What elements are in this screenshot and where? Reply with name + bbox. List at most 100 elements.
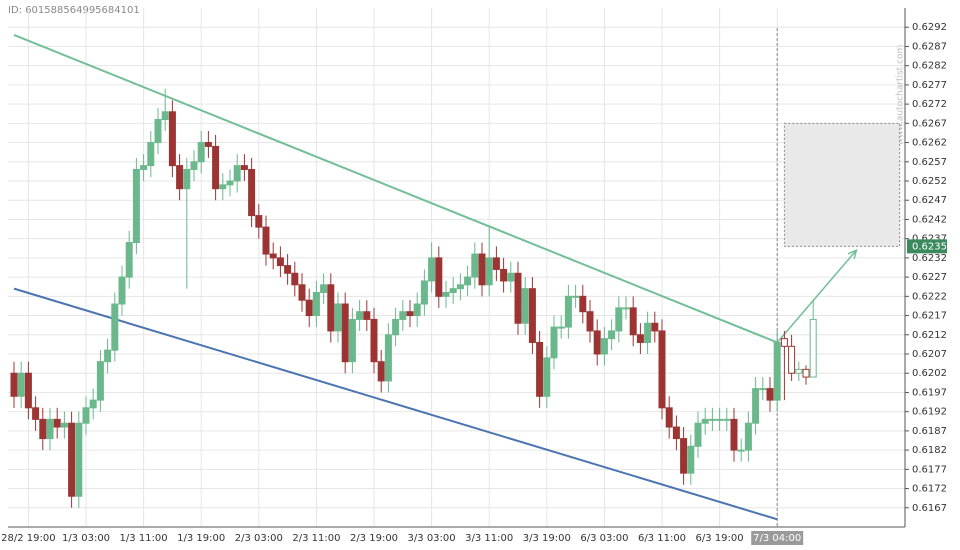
y-tick-label: 0.6267: [912, 118, 947, 129]
x-tick-label: 7/3 04:00: [753, 533, 801, 544]
candle-body: [384, 334, 392, 382]
candle-body: [536, 341, 544, 397]
candle-body: [809, 318, 817, 378]
candle-body: [759, 388, 767, 391]
x-tick-label: 28/2 19:00: [1, 533, 55, 544]
candle-body: [644, 322, 652, 343]
candle-body: [305, 299, 313, 317]
candle-body: [716, 418, 724, 421]
candle-body: [600, 338, 608, 355]
candle-body: [723, 418, 731, 421]
y-tick-label: 0.6222: [912, 291, 947, 302]
candle-body: [197, 142, 205, 163]
x-tick-label: 6/3 11:00: [638, 533, 686, 544]
candle-body: [284, 265, 292, 274]
candle-body: [24, 372, 32, 409]
candle-body: [413, 303, 421, 317]
y-tick-label: 0.6217: [912, 311, 947, 322]
candle-body: [651, 322, 659, 332]
candle-body: [500, 268, 508, 282]
candle-body: [298, 284, 306, 301]
y-tick-label: 0.6277: [912, 80, 947, 91]
current-time-box: [751, 531, 804, 545]
candle-body: [147, 142, 155, 167]
candle-body: [579, 295, 587, 313]
y-tick-label: 0.6177: [912, 464, 947, 475]
candle-body: [82, 407, 90, 424]
candle-body: [572, 295, 580, 298]
x-tick-label: 2/3 11:00: [292, 533, 340, 544]
candle-body: [320, 284, 328, 293]
y-tick-label: 0.6232: [912, 253, 947, 264]
candle-body: [586, 311, 594, 332]
candle-body: [528, 288, 536, 343]
y-tick-label: 0.6167: [912, 503, 947, 514]
watermark: www.autochartist.com: [896, 45, 906, 146]
candle-body: [449, 288, 457, 293]
candle-body: [636, 334, 644, 343]
candle-body: [557, 326, 565, 329]
candle-body: [32, 407, 40, 420]
candle-body: [190, 161, 198, 170]
x-tick-label: 3/3 03:00: [408, 533, 456, 544]
forecast-arrow: [776, 249, 857, 343]
candle-body: [255, 215, 263, 228]
candle-body: [291, 272, 299, 286]
candle-body: [204, 142, 212, 147]
candle-body: [377, 361, 385, 382]
y-tick-label: 0.6292: [912, 22, 947, 33]
candle-body: [39, 418, 47, 440]
candle-body: [226, 180, 234, 186]
y-tick-label: 0.6197: [912, 387, 947, 398]
candle-body: [442, 291, 450, 297]
candle-body: [341, 303, 349, 363]
x-tick-label: 1/3 03:00: [62, 533, 110, 544]
candle-body: [543, 357, 551, 397]
candle-body: [327, 284, 335, 332]
candle-body: [240, 165, 248, 170]
candle-body: [183, 168, 191, 190]
candle-body: [334, 303, 342, 332]
candle-body: [262, 226, 270, 255]
candle-body: [392, 318, 400, 336]
candle-body: [219, 184, 227, 190]
candle-body: [694, 422, 702, 447]
trendline: [13, 287, 778, 521]
candle-body: [10, 372, 18, 397]
candle-body: [348, 318, 356, 363]
candle-body: [53, 418, 61, 428]
candle-body: [132, 168, 140, 244]
candle-body: [593, 330, 601, 355]
candle-body: [615, 307, 623, 332]
y-tick-label: 0.6287: [912, 41, 947, 52]
candle-body: [428, 257, 436, 282]
candle-body: [521, 288, 529, 324]
x-tick-label: 1/3 19:00: [177, 533, 225, 544]
candle-body: [68, 422, 76, 497]
candle-body: [17, 372, 25, 397]
candle-body: [140, 165, 148, 170]
candle-body: [680, 438, 688, 474]
y-tick-label: 0.6227: [912, 272, 947, 283]
candle-body: [75, 422, 83, 497]
y-tick-label: 0.6247: [912, 195, 947, 206]
candle-body: [435, 257, 443, 297]
candle-body: [622, 307, 630, 310]
y-tick-label: 0.6212: [912, 330, 947, 341]
candle-body: [269, 253, 277, 259]
candle-body: [564, 295, 572, 328]
candle-body: [118, 276, 126, 305]
trendline: [13, 33, 778, 344]
candle-body: [773, 341, 781, 401]
x-tick-label: 2/3 19:00: [350, 533, 398, 544]
candle-body: [60, 422, 68, 428]
candle-body: [104, 349, 112, 363]
candle-body: [356, 311, 364, 320]
y-tick-label: 0.6192: [912, 407, 947, 418]
y-tick-label: 0.6252: [912, 176, 947, 187]
y-tick-label: 0.6262: [912, 138, 947, 149]
candle-body: [212, 145, 220, 190]
candle-body: [701, 418, 709, 424]
